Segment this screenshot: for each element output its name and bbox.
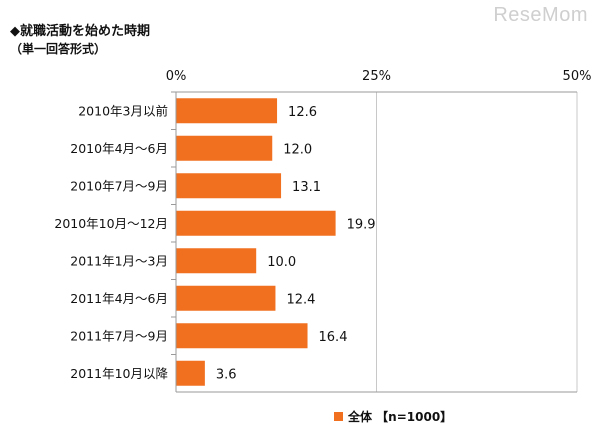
chart-legend: 全体 【n=1000】 bbox=[334, 408, 452, 425]
tick-label: 0% bbox=[166, 69, 187, 84]
data-label: 12.6 bbox=[288, 105, 317, 120]
data-label: 16.4 bbox=[319, 330, 348, 345]
chart-title: ◆就職活動を始めた時期 bbox=[10, 24, 150, 39]
category-label: 2011年7月～9月 bbox=[70, 328, 168, 343]
category-label: 2011年10月以降 bbox=[70, 366, 168, 381]
category-label: 2010年10月～12月 bbox=[54, 216, 168, 231]
bar bbox=[176, 248, 257, 274]
data-label: 13.1 bbox=[292, 180, 321, 195]
category-label: 2011年1月～3月 bbox=[70, 253, 168, 268]
bar bbox=[176, 285, 276, 311]
bar bbox=[176, 173, 282, 199]
tick-label: 50% bbox=[563, 69, 592, 84]
data-label: 10.0 bbox=[267, 255, 296, 270]
category-label: 2010年4月～6月 bbox=[70, 141, 168, 156]
data-label: 12.0 bbox=[283, 142, 312, 157]
category-label: 2010年7月～9月 bbox=[70, 178, 168, 193]
category-label: 2011年4月～6月 bbox=[70, 291, 168, 306]
chart-subtitle: （単一回答形式） bbox=[10, 42, 107, 56]
legend-swatch bbox=[334, 412, 343, 421]
tick-label: 25% bbox=[362, 69, 391, 84]
bar bbox=[176, 210, 336, 236]
legend-label: 全体 【n=1000】 bbox=[348, 410, 453, 424]
category-label: 2010年3月以前 bbox=[78, 103, 168, 118]
watermark-logo: ReseMom bbox=[493, 4, 588, 26]
bar bbox=[176, 323, 308, 349]
data-label: 19.9 bbox=[347, 217, 376, 232]
data-label: 12.4 bbox=[286, 292, 315, 307]
bar bbox=[176, 98, 278, 124]
bar bbox=[176, 135, 273, 161]
bar bbox=[176, 360, 205, 386]
data-label: 3.6 bbox=[216, 367, 237, 382]
